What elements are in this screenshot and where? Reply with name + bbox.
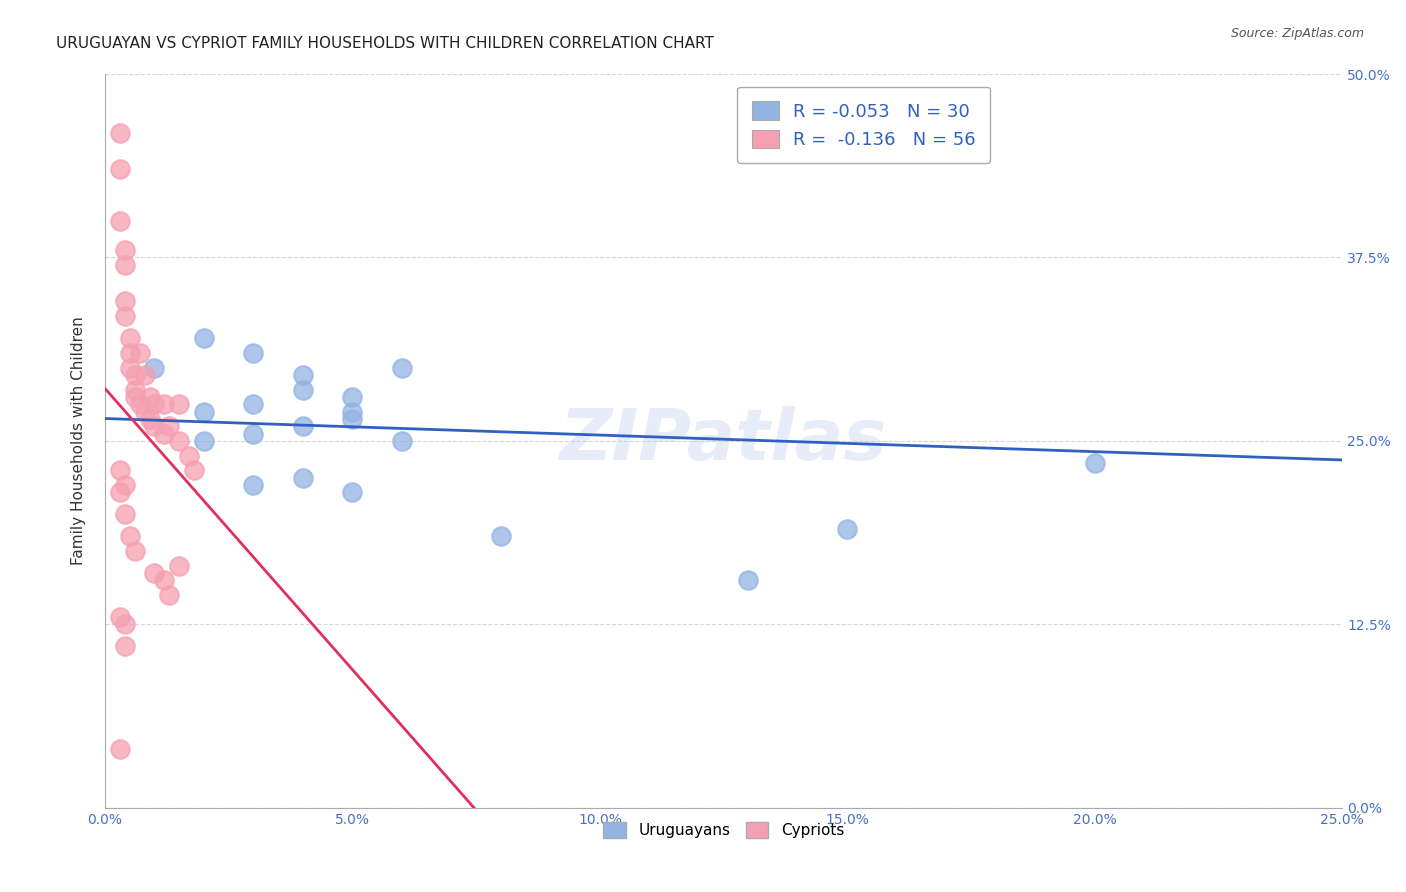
Point <box>291 368 314 382</box>
Y-axis label: Family Households with Children: Family Households with Children <box>72 317 86 566</box>
Point <box>124 390 146 404</box>
Point <box>342 485 364 500</box>
Point <box>391 360 413 375</box>
Point <box>128 397 150 411</box>
Point <box>143 360 166 375</box>
Point <box>134 404 156 418</box>
Point <box>118 346 141 360</box>
Point <box>108 742 131 756</box>
Legend: Uruguayans, Cypriots: Uruguayans, Cypriots <box>598 816 851 844</box>
Point <box>342 412 364 426</box>
Point <box>128 346 150 360</box>
Point <box>1084 456 1107 470</box>
Point <box>108 485 131 500</box>
Point <box>193 404 215 418</box>
Point <box>242 426 264 441</box>
Point <box>342 404 364 418</box>
Point <box>108 463 131 477</box>
Point <box>837 522 859 536</box>
Text: Source: ZipAtlas.com: Source: ZipAtlas.com <box>1230 27 1364 40</box>
Point <box>114 309 136 323</box>
Point <box>242 346 264 360</box>
Point <box>114 478 136 492</box>
Point <box>291 383 314 397</box>
Point <box>114 640 136 654</box>
Point <box>167 434 190 448</box>
Point <box>143 397 166 411</box>
Point <box>242 478 264 492</box>
Text: ZIPatlas: ZIPatlas <box>560 407 887 475</box>
Point <box>391 434 413 448</box>
Point <box>489 529 512 543</box>
Point <box>342 390 364 404</box>
Point <box>114 294 136 309</box>
Point <box>108 126 131 140</box>
Point <box>153 397 176 411</box>
Point <box>183 463 205 477</box>
Point <box>167 397 190 411</box>
Point <box>108 610 131 624</box>
Point <box>167 558 190 573</box>
Point <box>291 419 314 434</box>
Point <box>193 434 215 448</box>
Point <box>118 360 141 375</box>
Point <box>134 368 156 382</box>
Point <box>138 390 160 404</box>
Text: URUGUAYAN VS CYPRIOT FAMILY HOUSEHOLDS WITH CHILDREN CORRELATION CHART: URUGUAYAN VS CYPRIOT FAMILY HOUSEHOLDS W… <box>56 36 714 51</box>
Point <box>242 397 264 411</box>
Point <box>118 529 141 543</box>
Point <box>193 331 215 345</box>
Point <box>114 258 136 272</box>
Point <box>153 426 176 441</box>
Point <box>157 419 180 434</box>
Point <box>291 470 314 484</box>
Point <box>153 574 176 588</box>
Point <box>143 566 166 580</box>
Point <box>118 331 141 345</box>
Point <box>157 588 180 602</box>
Point <box>114 508 136 522</box>
Point <box>737 574 759 588</box>
Point <box>108 213 131 227</box>
Point <box>124 368 146 382</box>
Point <box>108 162 131 177</box>
Point <box>124 544 146 558</box>
Point <box>143 419 166 434</box>
Point <box>138 412 160 426</box>
Point <box>179 449 201 463</box>
Point <box>114 617 136 632</box>
Point <box>114 243 136 257</box>
Point <box>124 383 146 397</box>
